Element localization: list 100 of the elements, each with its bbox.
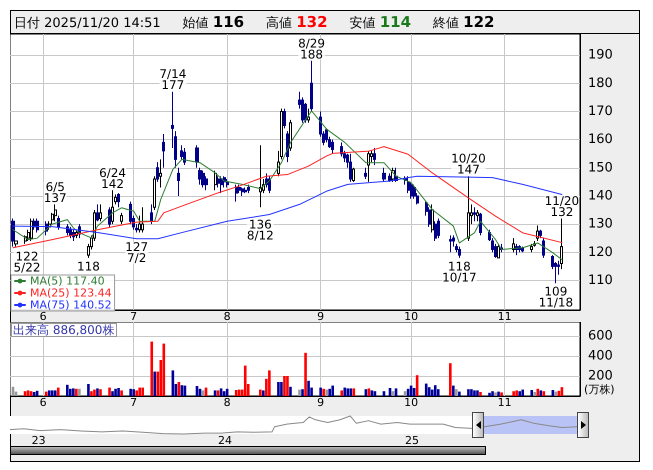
candlestick — [259, 144, 262, 208]
x-tick-label: 9 — [317, 396, 324, 409]
bar — [331, 386, 334, 396]
y-tick-label: 150 — [588, 160, 613, 176]
bar — [500, 392, 503, 396]
bar — [32, 392, 36, 396]
bar — [56, 388, 60, 396]
bar — [515, 390, 518, 396]
bar — [30, 391, 32, 396]
candlestick — [286, 130, 289, 163]
candlestick — [449, 234, 452, 253]
bar — [539, 390, 542, 396]
bar — [470, 389, 473, 396]
bar — [512, 391, 515, 396]
bar — [343, 388, 346, 396]
bar — [530, 390, 534, 396]
bar — [220, 388, 222, 396]
candlestick — [156, 162, 159, 182]
bar — [370, 390, 374, 396]
bar — [36, 390, 38, 396]
candlestick — [367, 150, 370, 182]
candlestick — [497, 243, 500, 258]
candlestick — [434, 220, 437, 242]
legend-label: MA(5) 117.40 — [30, 274, 105, 288]
bar — [428, 387, 431, 396]
bar — [234, 390, 238, 396]
bar — [204, 388, 208, 396]
bar — [364, 389, 368, 396]
bar — [286, 376, 289, 396]
bar — [184, 386, 186, 396]
bar — [214, 390, 216, 396]
bar — [78, 388, 81, 396]
bar — [560, 387, 564, 396]
bar — [518, 391, 521, 396]
bar — [196, 386, 198, 396]
annotation: 6/24 142 — [99, 166, 126, 191]
bar — [352, 388, 356, 396]
x-tick-label: 6 — [40, 396, 47, 409]
legend-label: MA(75) 140.52 — [30, 298, 112, 312]
bar — [259, 390, 262, 396]
candlestick — [539, 229, 542, 239]
annotation: 136 8/12 — [246, 217, 274, 242]
candlestick — [69, 226, 72, 239]
annotation: 118 — [76, 259, 100, 274]
candlestick — [36, 218, 39, 234]
bar — [44, 392, 48, 396]
candlestick — [183, 148, 186, 166]
y-axis-title: (万株) — [584, 383, 615, 396]
candlestick — [220, 176, 223, 194]
bar — [424, 384, 428, 396]
x-tick-label: 25 — [404, 434, 419, 447]
bar — [114, 388, 117, 396]
annotation: 6/5 137 — [44, 180, 67, 205]
bar — [172, 370, 174, 396]
y-tick-label: 180 — [588, 76, 613, 91]
bar — [244, 366, 247, 396]
y-tick-label: 140 — [588, 188, 613, 204]
bar — [135, 390, 138, 396]
bar — [66, 384, 69, 396]
candlestick — [150, 204, 153, 225]
bar — [117, 388, 120, 396]
bar — [141, 388, 144, 396]
bar — [289, 386, 292, 396]
x-tick-label: 11 — [498, 396, 512, 409]
bar — [346, 388, 350, 396]
candlestick — [536, 225, 539, 242]
bar — [436, 389, 440, 396]
bar — [416, 375, 418, 396]
bar — [388, 388, 392, 396]
candlestick — [226, 178, 229, 188]
candlestick — [235, 184, 238, 202]
candlestick — [458, 246, 461, 258]
bar — [178, 382, 180, 396]
candlestick — [352, 167, 355, 182]
candlestick — [307, 108, 310, 124]
bar — [304, 352, 307, 396]
bar — [198, 388, 202, 396]
bar — [394, 388, 398, 396]
bar — [392, 391, 394, 396]
bar — [111, 391, 114, 396]
bar — [226, 388, 228, 396]
candlestick — [241, 186, 244, 196]
candlestick — [153, 176, 156, 211]
candlestick — [99, 204, 102, 222]
bar — [349, 388, 352, 396]
candlestick — [30, 218, 33, 242]
bar — [476, 390, 479, 396]
bar — [277, 382, 280, 396]
bar — [319, 388, 322, 396]
x-tick-label: 10 — [404, 396, 418, 409]
candlestick — [521, 246, 524, 253]
annotation: 109 11/18 — [538, 284, 574, 310]
x-tick-label: 7 — [130, 310, 138, 323]
candlestick — [431, 204, 434, 234]
chart-title: 出来高 886,800株 — [13, 323, 114, 337]
y-tick-label: 160 — [588, 132, 613, 148]
bar — [298, 390, 301, 396]
candlestick — [473, 206, 476, 222]
bar — [455, 389, 458, 396]
y-tick-label: 600 — [588, 328, 613, 344]
